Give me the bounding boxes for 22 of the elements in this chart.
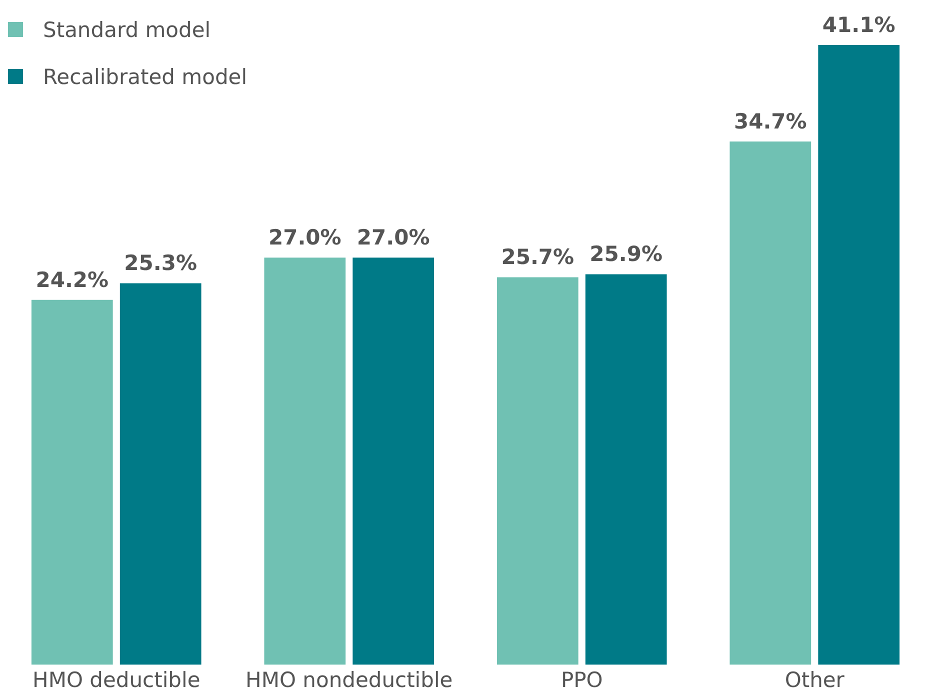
x-tick-label: HMO deductible xyxy=(32,668,200,692)
bar xyxy=(585,274,667,665)
bar xyxy=(31,300,113,665)
data-label: 41.1% xyxy=(822,12,896,37)
x-tick-label: PPO xyxy=(560,668,603,692)
legend-label: Standard model xyxy=(43,18,211,42)
data-label: 25.3% xyxy=(124,251,198,276)
bar xyxy=(264,258,346,665)
data-label: 25.9% xyxy=(590,242,663,266)
x-tick-label: Other xyxy=(784,668,845,692)
x-tick-label: HMO nondeductible xyxy=(246,668,453,692)
bar xyxy=(496,277,578,665)
bar xyxy=(730,142,812,665)
data-label: 27.0% xyxy=(356,226,430,250)
data-label: 24.2% xyxy=(36,268,109,292)
legend-label: Recalibrated model xyxy=(43,64,248,88)
data-label: 27.0% xyxy=(268,226,342,250)
bar xyxy=(818,45,900,665)
bar xyxy=(120,283,202,665)
bar xyxy=(352,258,434,665)
data-label: 25.7% xyxy=(501,245,574,270)
data-label: 34.7% xyxy=(734,109,807,134)
